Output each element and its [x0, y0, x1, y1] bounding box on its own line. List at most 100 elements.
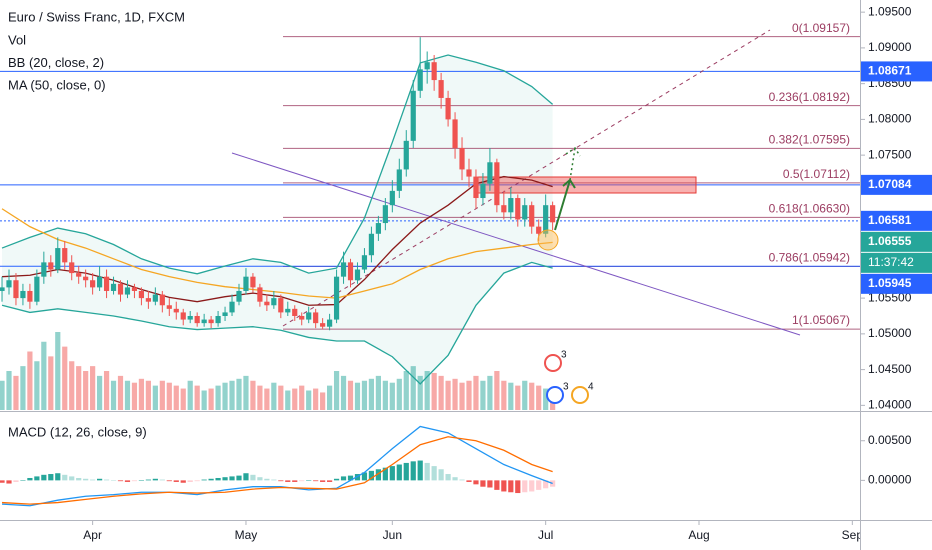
- macd-histogram-bar: [445, 474, 451, 481]
- event-icon[interactable]: [546, 386, 564, 404]
- macd-histogram-bar: [278, 480, 284, 482]
- macd-histogram-bar: [417, 460, 423, 481]
- event-count: 3: [563, 382, 569, 393]
- volume-bar: [131, 382, 138, 410]
- volume-bar: [138, 378, 145, 410]
- event-icon[interactable]: [571, 386, 589, 404]
- macd-histogram-bar: [13, 480, 19, 482]
- macd-pane: [0, 425, 556, 507]
- candle-body: [361, 255, 368, 270]
- macd-title: MACD (12, 26, close, 9): [8, 424, 147, 439]
- candle-body: [180, 312, 186, 320]
- volume-bar: [69, 361, 75, 410]
- y-tick-label: 1.04000: [868, 398, 912, 412]
- x-tick-label: May: [235, 528, 258, 542]
- candle-body: [466, 169, 472, 177]
- macd-histogram-bar: [389, 466, 395, 481]
- indicator-label: MA (50, close, 0): [8, 77, 106, 92]
- candle-body: [306, 312, 312, 320]
- candle-body: [410, 90, 416, 141]
- countdown-tag: [861, 252, 932, 273]
- candle-body: [27, 290, 33, 302]
- volume-bar: [48, 356, 54, 410]
- macd-histogram-bar: [159, 479, 165, 481]
- candle-body: [285, 308, 291, 313]
- candle-body: [550, 205, 556, 223]
- volume-bar: [264, 388, 270, 410]
- volume-bar: [494, 371, 500, 410]
- volume-bar: [145, 380, 151, 410]
- macd-histogram-bar: [222, 477, 228, 481]
- macd-histogram-bar: [480, 480, 486, 487]
- candle-body: [117, 283, 124, 295]
- y-tick-label: 1.07500: [868, 147, 912, 161]
- price-tag-label: 1.08671: [868, 64, 912, 78]
- volume-bar: [76, 366, 82, 410]
- candle-body: [445, 97, 451, 120]
- fib-label: 0(1.09157): [792, 21, 850, 35]
- candle-body: [529, 205, 535, 227]
- macd-histogram-bar: [166, 480, 172, 482]
- macd-histogram-bar: [27, 477, 33, 481]
- event-count: 4: [588, 382, 594, 393]
- macd-histogram-bar: [382, 467, 388, 481]
- volume-bar: [20, 366, 26, 410]
- macd-histogram-bar: [522, 480, 528, 493]
- candle-body: [69, 262, 75, 274]
- macd-histogram-bar: [201, 479, 207, 481]
- macd-histogram-bar: [0, 480, 5, 483]
- macd-histogram-bar: [320, 480, 326, 482]
- volume-bar: [90, 366, 96, 410]
- fib-label: 0.618(1.06630): [769, 202, 850, 216]
- price-tag-label: 1.06581: [868, 213, 912, 227]
- macd-histogram-bar: [250, 474, 256, 481]
- candle-body: [55, 248, 61, 270]
- macd-histogram-bar: [327, 480, 333, 482]
- candle-body: [173, 308, 179, 313]
- macd-histogram-bar: [48, 474, 54, 481]
- macd-histogram-bar: [215, 477, 221, 481]
- candle-body: [508, 198, 514, 213]
- macd-histogram-bar: [536, 480, 542, 490]
- volume-bar: [466, 380, 472, 410]
- volume-bar: [438, 375, 444, 410]
- candle-body: [124, 287, 131, 295]
- macd-histogram-bar: [124, 480, 131, 482]
- candle-body: [264, 301, 270, 306]
- volume-bar: [222, 382, 228, 410]
- fib-label: 0.382(1.07595): [769, 133, 850, 147]
- volume-bar: [124, 380, 131, 410]
- macd-histogram-bar: [62, 474, 68, 481]
- macd-histogram-bar: [508, 480, 514, 493]
- volume-bar: [543, 388, 549, 410]
- macd-histogram-bar: [543, 480, 549, 489]
- candle-body: [250, 276, 256, 288]
- candle-body: [313, 312, 319, 324]
- volume-bar: [271, 382, 277, 410]
- macd-histogram-bar: [431, 466, 437, 481]
- volume-bar: [243, 375, 249, 410]
- candle-body: [20, 290, 26, 299]
- macd-histogram-bar: [173, 480, 179, 482]
- candle-body: [13, 280, 19, 299]
- volume-bar: [522, 380, 528, 410]
- candle-body: [131, 287, 138, 291]
- y-tick-label: 1.09000: [868, 40, 912, 54]
- volume-bar: [529, 382, 535, 410]
- volume-bar: [83, 371, 89, 410]
- candle-body: [34, 276, 40, 302]
- macd-histogram-bar: [466, 480, 472, 482]
- y-tick-label: 1.04500: [868, 362, 912, 376]
- candle-body: [320, 323, 326, 327]
- y-tick-label: 1.05000: [868, 326, 912, 340]
- volume-bar: [257, 385, 263, 410]
- macd-histogram-bar: [83, 478, 89, 481]
- indicator-line: [1, 208, 553, 299]
- volume-bar: [215, 385, 221, 410]
- candle-body: [354, 269, 361, 281]
- volume-bar: [110, 380, 117, 410]
- price-tag: [861, 231, 932, 252]
- volume-bar: [354, 382, 361, 410]
- event-icon[interactable]: [544, 354, 562, 372]
